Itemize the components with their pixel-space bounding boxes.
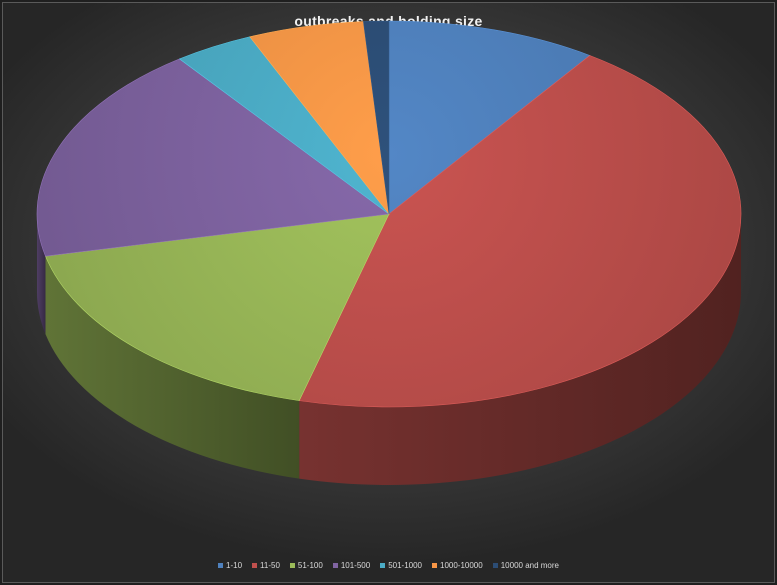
pie-slice-101-500 (36, 58, 390, 257)
pie-side-101-500 (37, 214, 46, 335)
legend-item: 101-500 (332, 561, 371, 570)
legend-label: 101-500 (340, 561, 371, 570)
legend-swatch (218, 563, 224, 568)
legend-swatch (252, 563, 258, 568)
legend-swatch (332, 563, 338, 568)
pie-chart (36, 20, 742, 485)
pie-slice-1-10 (388, 20, 591, 215)
legend-label: 11-50 (260, 561, 280, 570)
legend-label: 501-1000 (388, 561, 422, 570)
legend-swatch (380, 563, 386, 568)
pie-slice-11-50 (298, 55, 742, 408)
legend-swatch (289, 563, 295, 568)
legend-label: 51-100 (297, 561, 323, 570)
legend-swatch (492, 563, 498, 568)
pie-slice-10000-and-more (363, 20, 390, 215)
legend-label: 1-10 (226, 561, 243, 570)
pie-slice-51-100 (45, 213, 390, 401)
legend-item: 11-50 (252, 561, 280, 570)
chart-legend: 1-10 11-50 51-100 101-500 501-1000 1000-10000… (3, 561, 774, 570)
legend-item: 1-10 (218, 561, 242, 570)
legend-swatch (432, 563, 437, 568)
legend-item: 501-1000 (380, 561, 422, 570)
legend-label: 10000 and more (500, 561, 559, 570)
pie-side-11-50 (299, 214, 741, 485)
legend-item: 10000 and more (492, 561, 559, 570)
legend-item: 1000-10000 (432, 561, 483, 570)
pie-side-51-100 (45, 256, 300, 479)
legend-item: 51-100 (289, 561, 323, 570)
legend-label: 1000-10000 (440, 561, 483, 570)
